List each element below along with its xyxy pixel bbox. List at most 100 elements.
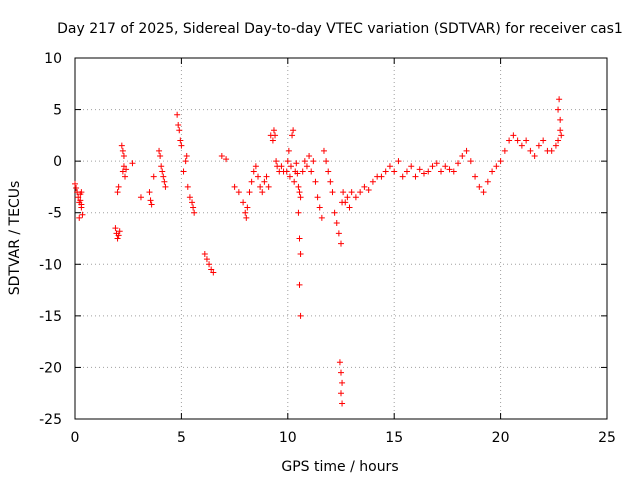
data-point [240,199,247,206]
data-point [318,214,325,221]
data-point [223,156,230,163]
data-point [186,194,193,201]
data-point [497,158,504,165]
data-point [158,163,165,170]
data-point [382,168,389,175]
data-point [175,122,182,129]
y-tick-label: 0 [53,154,62,170]
data-point [255,173,262,180]
data-point [272,132,279,139]
data-point [284,158,291,165]
x-tick-label: 25 [598,430,616,446]
data-point [257,183,264,190]
data-point [329,189,336,196]
data-point [555,106,562,113]
data-point [336,359,343,366]
data-point [203,256,210,263]
data-point [79,211,86,218]
data-point [339,379,346,386]
data-point [316,204,323,211]
data-point [548,147,555,154]
x-tick-label: 5 [177,430,186,446]
data-point [438,168,445,175]
data-point [243,214,250,221]
data-point [273,158,280,165]
data-point [501,147,508,154]
data-point [299,168,306,175]
data-point [182,158,189,165]
data-point [137,194,144,201]
data-point [320,147,327,154]
data-point [263,173,270,180]
data-point [357,189,364,196]
data-point [289,132,296,139]
data-point [76,214,83,221]
data-point [180,168,187,175]
data-point [540,137,547,144]
data-point [558,132,565,139]
data-point [159,168,166,175]
data-point [296,235,303,242]
data-point [252,163,259,170]
data-point [459,152,466,159]
data-point [342,199,349,206]
y-tick-label: -25 [39,412,62,428]
x-tick-label: 10 [279,430,297,446]
data-point [557,116,564,123]
data-point [484,178,491,185]
data-point [403,168,410,175]
data-point [293,160,300,167]
data-points [72,96,565,407]
data-point [161,178,168,185]
data-point [242,209,249,216]
data-point [184,183,191,190]
data-point [339,400,346,407]
data-point [295,183,302,190]
data-point [201,250,208,257]
data-point [287,163,294,170]
data-point [556,96,563,103]
data-point [429,163,436,170]
data-point [348,189,355,196]
data-point [306,152,313,159]
data-point [297,194,304,201]
data-point [285,147,292,154]
data-point [146,189,153,196]
data-point [183,152,190,159]
data-point [346,204,353,211]
data-point [395,158,402,165]
data-point [297,250,304,257]
data-point [118,142,125,149]
data-point [399,173,406,180]
y-tick-label: -20 [39,360,62,376]
grid-lines [75,58,607,419]
data-point [156,147,163,154]
data-point [122,173,129,180]
y-axis-ticks: -25 -20 -15 -10 -5 0 5 10 [39,51,607,428]
data-point [270,127,277,134]
data-point [442,163,449,170]
data-point [147,197,154,204]
data-point [278,163,285,170]
data-point [150,173,157,180]
data-point [378,173,385,180]
data-point [480,189,487,196]
data-point [518,142,525,149]
data-point [265,183,272,190]
data-point [77,197,84,204]
data-point [115,183,122,190]
data-point [296,281,303,288]
x-axis-ticks: 0 5 10 15 20 25 [71,58,616,446]
data-point [386,163,393,170]
data-point [176,127,183,134]
data-point [450,168,457,175]
data-point [506,137,513,144]
data-point [365,187,372,194]
data-point [325,168,332,175]
data-point [244,204,251,211]
data-point [157,152,164,159]
data-point [412,173,419,180]
data-point [291,178,298,185]
data-point [352,194,359,201]
